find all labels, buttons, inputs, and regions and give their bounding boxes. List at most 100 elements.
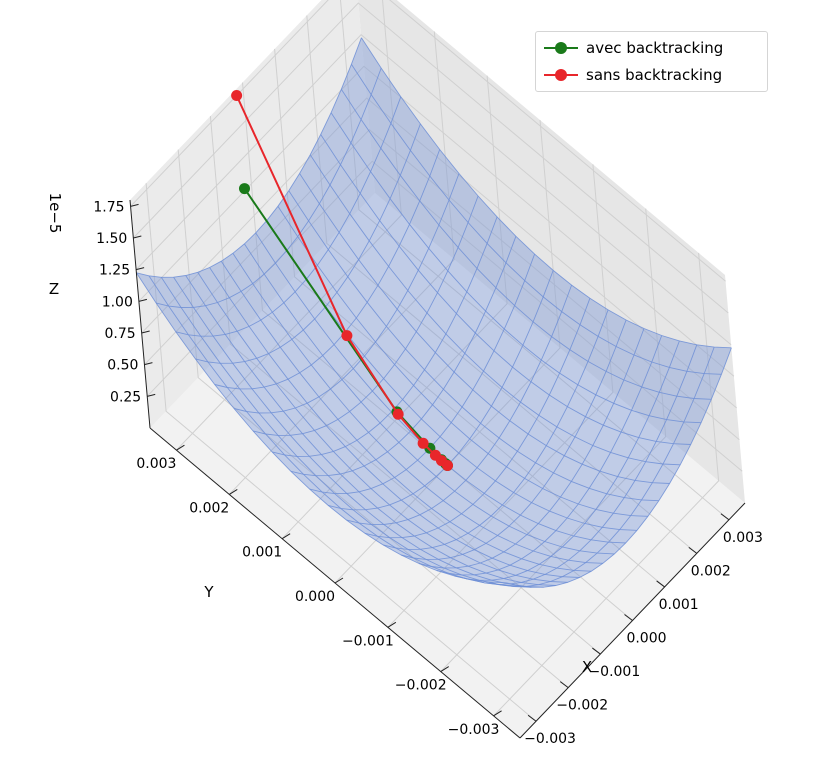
z-axis-label: Z (49, 280, 59, 298)
legend-item-sans: sans backtracking (544, 64, 722, 86)
mesh-line-u-12 (277, 206, 648, 517)
gridline-x-4 (274, 48, 665, 588)
mesh-line-u-18 (340, 89, 712, 400)
mesh-line-u-20 (361, 37, 732, 349)
x-tick-3 (624, 614, 633, 621)
gridline-y-5 (228, 31, 455, 495)
surface-mesh (136, 37, 732, 588)
legend-swatch-avec (544, 37, 578, 59)
x-tick-4 (656, 580, 665, 588)
z-tick-0 (147, 393, 156, 397)
mesh-line-u-11 (266, 220, 637, 531)
mesh-line-u-13 (288, 190, 659, 502)
mesh-line-v-14 (252, 195, 479, 436)
x-tick-5 (688, 546, 698, 554)
z-tick-5 (133, 235, 142, 239)
data-series (231, 90, 453, 471)
gridline-y-6 (176, 0, 402, 451)
x-tick-label-0: −0.003 (524, 731, 576, 747)
z-tick-label-6: 1.75 (93, 199, 124, 215)
surface-fill (136, 37, 732, 588)
gridline-x-5 (306, 15, 698, 554)
z-tick-label-0: 0.25 (110, 389, 141, 405)
z-tick-label-1: 0.50 (107, 358, 138, 374)
x-tick-label-3: 0.000 (626, 631, 666, 647)
mesh-line-v-12 (290, 236, 517, 477)
mesh-line-u-15 (309, 154, 681, 466)
gridline-z-2 (141, 97, 738, 409)
y-tick-label-2: −0.001 (342, 633, 394, 649)
pane-back-y (130, 0, 375, 428)
y-tick-3 (334, 577, 344, 584)
gridline-z-6 (130, 0, 726, 282)
x-tick-label-1: −0.002 (556, 698, 608, 714)
legend-swatch-sans (544, 64, 578, 86)
x-tick-label-6: 0.003 (723, 530, 763, 546)
mesh-line-u-17 (330, 112, 702, 424)
z-tick-4 (135, 267, 145, 271)
legend-marker-avec (555, 42, 567, 54)
y-tick-label-3: 0.000 (295, 589, 335, 605)
gridline-z-4 (135, 34, 732, 346)
legend-label-sans: sans backtracking (586, 66, 723, 84)
gridline-y-3 (334, 119, 561, 584)
z-tick-3 (138, 298, 148, 302)
series-1-point-2 (392, 408, 404, 420)
legend-label-avec: avec backtracking (586, 39, 724, 57)
mesh-line-u-16 (320, 134, 691, 445)
series-1-point-1 (341, 330, 353, 342)
x-tick-6 (720, 513, 730, 521)
x-tick-1 (559, 681, 569, 689)
mesh-line-v-13 (271, 216, 498, 457)
z-tick-1 (144, 362, 153, 366)
y-tick-0 (493, 710, 502, 717)
x-tick-label-5: 0.002 (691, 563, 731, 579)
y-axis-label: Y (203, 583, 214, 601)
gridline-z-3 (138, 65, 735, 377)
z-tick-label-2: 0.75 (104, 326, 135, 342)
gridline-x-0 (145, 183, 537, 722)
mesh-line-u-14 (299, 173, 670, 484)
series-1-point-0 (231, 90, 243, 102)
series-1-point-3 (417, 437, 429, 449)
legend: avec backtracking sans backtracking (535, 31, 768, 92)
gridline-z-0 (146, 160, 743, 472)
mesh-line-u-19 (351, 64, 722, 375)
mesh-line-v-18 (175, 96, 402, 337)
gridline-y-1 (440, 208, 667, 672)
x-tick-label-4: 0.001 (659, 597, 699, 613)
mesh-line-v-20 (136, 37, 362, 278)
z-tick-6 (130, 203, 139, 207)
mesh-line-v-19 (156, 67, 382, 308)
gridline-z-1 (144, 129, 740, 441)
y-tick-label-1: −0.002 (395, 678, 447, 694)
mesh-line-v-15 (233, 173, 460, 414)
axes-gridlines (130, 0, 743, 722)
mesh-line-v-17 (195, 123, 421, 364)
gridline-y-2 (387, 164, 614, 628)
x-tick-2 (592, 647, 601, 655)
y-tick-label-6: 0.003 (136, 456, 176, 472)
gridline-x-3 (242, 82, 633, 621)
y-tick-4 (281, 533, 291, 540)
z-tick-label-5: 1.50 (96, 231, 127, 247)
z-tick-label-4: 1.25 (99, 263, 130, 279)
gridline-x-6 (339, 0, 730, 521)
z-tick-2 (141, 330, 150, 334)
y-tick-label-4: 0.001 (242, 545, 282, 561)
legend-item-avec: avec backtracking (544, 37, 723, 59)
gridline-y-0 (493, 252, 720, 717)
y-tick-2 (387, 621, 397, 628)
mesh-line-v-16 (214, 149, 441, 390)
z-offset-label: 1e−5 (46, 193, 64, 234)
x-tick-0 (527, 714, 537, 722)
tick-labels: −0.003 −0.003 −0.002 −0.002 −0.001 −0.001 0.00… (93, 199, 763, 747)
legend-marker-sans (555, 69, 567, 81)
y-tick-5 (229, 489, 238, 495)
gridline-y-4 (281, 75, 508, 540)
gridline-z-5 (132, 2, 729, 314)
x-axis-label: X (582, 658, 592, 676)
y-tick-6 (176, 444, 185, 451)
gridline-x-1 (177, 149, 569, 688)
